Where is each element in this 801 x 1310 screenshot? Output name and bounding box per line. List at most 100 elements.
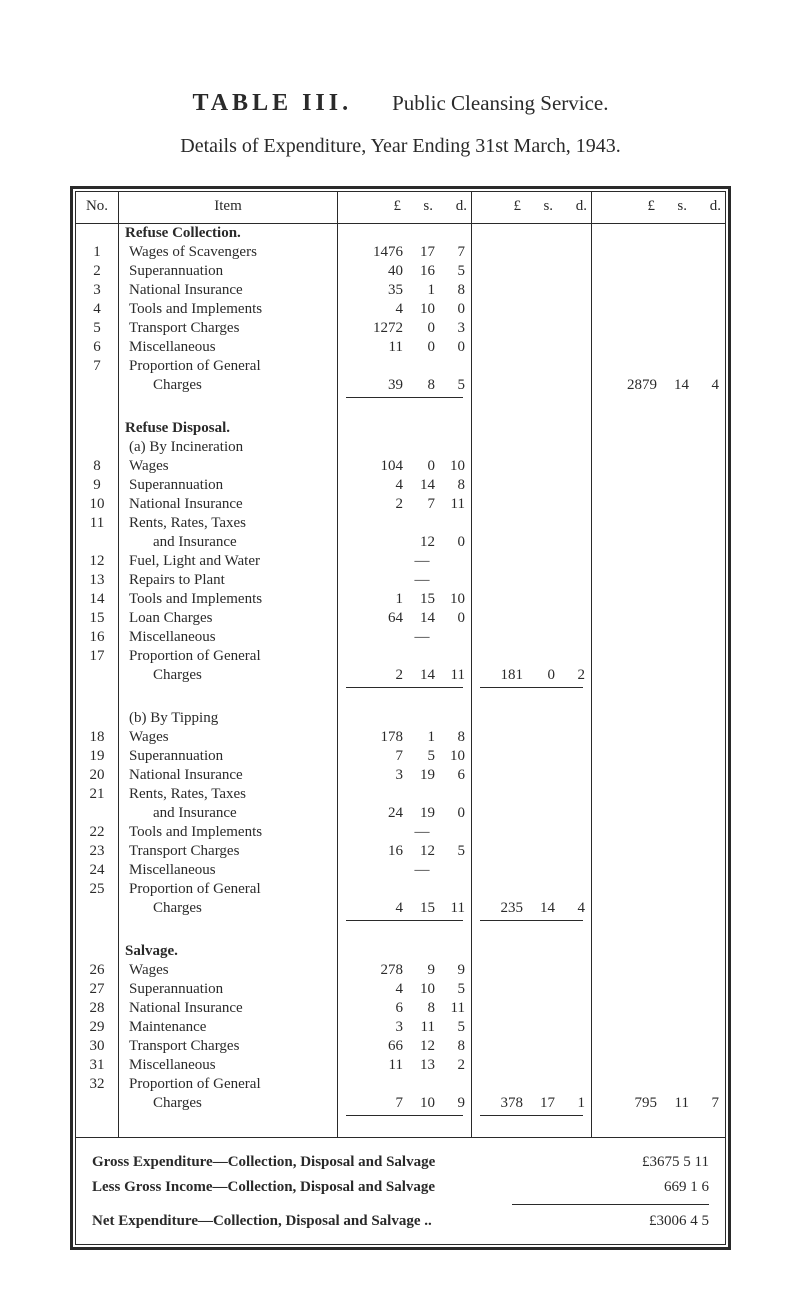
- amount-L: [471, 747, 525, 766]
- amount-L: 6: [338, 999, 405, 1018]
- table-row: 23Transport Charges16125: [76, 842, 725, 861]
- amount-d: [557, 647, 592, 666]
- row-number: 28: [76, 999, 119, 1018]
- amount-L: [471, 533, 525, 552]
- amount-L: [471, 1018, 525, 1037]
- row-number: [76, 376, 119, 395]
- amount-L: [338, 692, 405, 709]
- amount-d: [557, 1120, 592, 1137]
- amount-s: [659, 552, 691, 571]
- amount-L: [592, 533, 659, 552]
- amount-s: [659, 842, 691, 861]
- amount-d: [557, 357, 592, 376]
- amount-d: [437, 1120, 472, 1137]
- amount-d: [437, 925, 472, 942]
- row-number: 1: [76, 243, 119, 262]
- row-number: 13: [76, 571, 119, 590]
- amount-L: 7: [338, 1094, 405, 1113]
- amount-L: 64: [338, 609, 405, 628]
- amount-d: [557, 338, 592, 357]
- section-heading: Salvage.: [119, 942, 338, 961]
- summary-block: Gross Expenditure—Collection, Disposal a…: [76, 1138, 725, 1244]
- amount-d: 5: [437, 376, 472, 395]
- amount-d: 5: [437, 1018, 472, 1037]
- amount-L: [338, 942, 405, 961]
- amount-s: 5: [405, 747, 437, 766]
- amount-s: [405, 785, 437, 804]
- row-item: Tools and Implements: [119, 590, 338, 609]
- amount-s: 8: [405, 999, 437, 1018]
- table-row: 8Wages104010: [76, 457, 725, 476]
- amount-s: [659, 533, 691, 552]
- amount-s: [405, 880, 437, 899]
- amount-L: [592, 1018, 659, 1037]
- amount-d: 4: [557, 899, 592, 918]
- row-number: 17: [76, 647, 119, 666]
- amount-s: [659, 728, 691, 747]
- amount-d: [437, 861, 472, 880]
- amount-L: [338, 552, 405, 571]
- header-c3-L: £: [592, 192, 659, 224]
- amount-s: 15: [405, 899, 437, 918]
- amount-L: [338, 419, 405, 438]
- amount-d: [557, 628, 592, 647]
- amount-d: [557, 1037, 592, 1056]
- amount-L: [471, 692, 525, 709]
- row-item: Proportion of General: [119, 357, 338, 376]
- amount-L: [471, 338, 525, 357]
- table-row: 3National Insurance3518: [76, 281, 725, 300]
- amount-L: [592, 628, 659, 647]
- amount-d: [691, 999, 725, 1018]
- row-number: 30: [76, 1037, 119, 1056]
- amount-d: [691, 861, 725, 880]
- amount-L: 11: [338, 1056, 405, 1075]
- amount-d: 11: [437, 495, 472, 514]
- amount-s: [525, 766, 557, 785]
- amount-d: [437, 438, 472, 457]
- amount-d: [691, 457, 725, 476]
- amount-L: [338, 647, 405, 666]
- amount-L: [592, 692, 659, 709]
- row-item: Tools and Implements: [119, 823, 338, 842]
- amount-s: [525, 552, 557, 571]
- title-rest: Public Cleansing Service.: [392, 91, 608, 115]
- amount-L: 278: [338, 961, 405, 980]
- table-row: 5Transport Charges127203: [76, 319, 725, 338]
- amount-L: [338, 880, 405, 899]
- amount-d: [691, 300, 725, 319]
- row-item: Charges: [119, 899, 338, 918]
- amount-d: [437, 785, 472, 804]
- table-row: 22Tools and Implements—: [76, 823, 725, 842]
- table-row: 24Miscellaneous—: [76, 861, 725, 880]
- amount-d: [557, 747, 592, 766]
- amount-d: [691, 419, 725, 438]
- amount-L: [592, 319, 659, 338]
- amount-s: 15: [405, 590, 437, 609]
- amount-d: [557, 999, 592, 1018]
- amount-L: [338, 571, 405, 590]
- rule-cell: [338, 1113, 472, 1120]
- row-item: Superannuation: [119, 476, 338, 495]
- amount-d: [691, 785, 725, 804]
- table-body: Refuse Collection.1Wages of Scavengers14…: [76, 224, 725, 1138]
- amount-s: [525, 747, 557, 766]
- amount-d: [557, 376, 592, 395]
- amount-L: [592, 880, 659, 899]
- table-row: 26Wages27899: [76, 961, 725, 980]
- row-number: 22: [76, 823, 119, 842]
- amount-d: 11: [437, 666, 472, 685]
- amount-d: 9: [437, 961, 472, 980]
- rule-row: [76, 1113, 725, 1120]
- amount-d: [691, 1018, 725, 1037]
- amount-s: [659, 647, 691, 666]
- table-row: 20National Insurance3196: [76, 766, 725, 785]
- amount-d: [691, 766, 725, 785]
- table-row: 14Tools and Implements11510: [76, 590, 725, 609]
- amount-d: [691, 495, 725, 514]
- header-c2-d: d.: [557, 192, 592, 224]
- amount-s: 0: [525, 666, 557, 685]
- row-item: Wages: [119, 961, 338, 980]
- section-heading-row: Refuse Disposal.: [76, 419, 725, 438]
- amount-s: [659, 281, 691, 300]
- amount-d: 11: [437, 999, 472, 1018]
